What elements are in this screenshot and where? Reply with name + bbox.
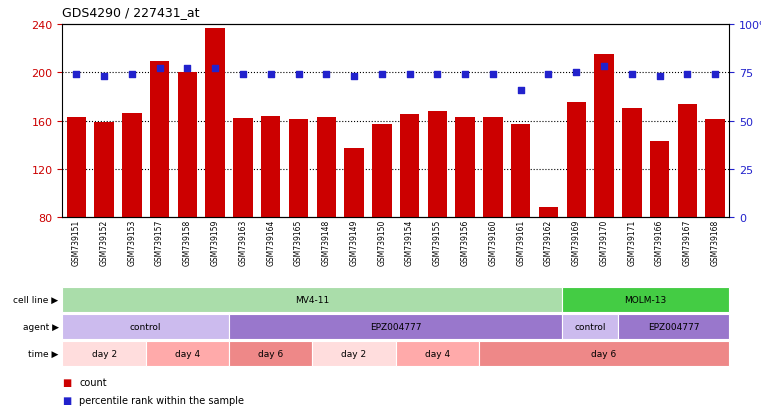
Point [709, 72, 721, 78]
Point [514, 87, 527, 94]
Bar [705, 120, 725, 218]
Bar [594, 55, 614, 218]
Point [181, 66, 193, 73]
Point [70, 72, 82, 78]
Bar [483, 118, 503, 218]
Point [209, 66, 221, 73]
Text: cell line ▶: cell line ▶ [14, 295, 59, 304]
Text: GDS4290 / 227431_at: GDS4290 / 227431_at [62, 6, 200, 19]
Text: agent ▶: agent ▶ [23, 322, 59, 331]
Bar [177, 73, 197, 218]
Bar [288, 120, 308, 218]
Bar [428, 112, 447, 218]
Point [598, 64, 610, 71]
Point [654, 74, 666, 80]
Bar [317, 118, 336, 218]
Bar [205, 28, 225, 218]
Bar [233, 119, 253, 218]
Point [681, 72, 693, 78]
Bar [455, 118, 475, 218]
Text: control: control [575, 322, 606, 331]
Bar [261, 116, 281, 218]
Bar [650, 142, 670, 218]
Point [320, 72, 333, 78]
Point [98, 74, 110, 80]
Text: EPZ004777: EPZ004777 [648, 322, 699, 331]
Bar [66, 118, 86, 218]
Text: day 2: day 2 [91, 349, 116, 358]
Point [376, 72, 388, 78]
Text: ■: ■ [62, 377, 72, 387]
Bar [622, 109, 642, 218]
Text: MV4-11: MV4-11 [295, 295, 330, 304]
Point [570, 70, 582, 76]
Point [403, 72, 416, 78]
Text: day 4: day 4 [175, 349, 200, 358]
Text: time ▶: time ▶ [28, 349, 59, 358]
Bar [344, 149, 364, 218]
Text: MOLM-13: MOLM-13 [625, 295, 667, 304]
Point [348, 74, 360, 80]
Text: day 2: day 2 [342, 349, 367, 358]
Bar [94, 122, 114, 218]
Bar [566, 103, 586, 218]
Point [126, 72, 138, 78]
Point [431, 72, 444, 78]
Point [237, 72, 249, 78]
Bar [539, 208, 559, 218]
Text: count: count [79, 377, 107, 387]
Text: day 6: day 6 [258, 349, 283, 358]
Text: ■: ■ [62, 395, 72, 405]
Text: day 6: day 6 [591, 349, 616, 358]
Bar [677, 104, 697, 218]
Text: day 4: day 4 [425, 349, 450, 358]
Bar [400, 115, 419, 218]
Point [459, 72, 471, 78]
Point [292, 72, 304, 78]
Bar [511, 125, 530, 218]
Bar [372, 125, 392, 218]
Bar [150, 62, 170, 218]
Text: percentile rank within the sample: percentile rank within the sample [79, 395, 244, 405]
Point [154, 66, 166, 73]
Text: EPZ004777: EPZ004777 [370, 322, 422, 331]
Bar [122, 114, 142, 218]
Text: control: control [130, 322, 161, 331]
Point [543, 72, 555, 78]
Point [265, 72, 277, 78]
Point [487, 72, 499, 78]
Point [626, 72, 638, 78]
